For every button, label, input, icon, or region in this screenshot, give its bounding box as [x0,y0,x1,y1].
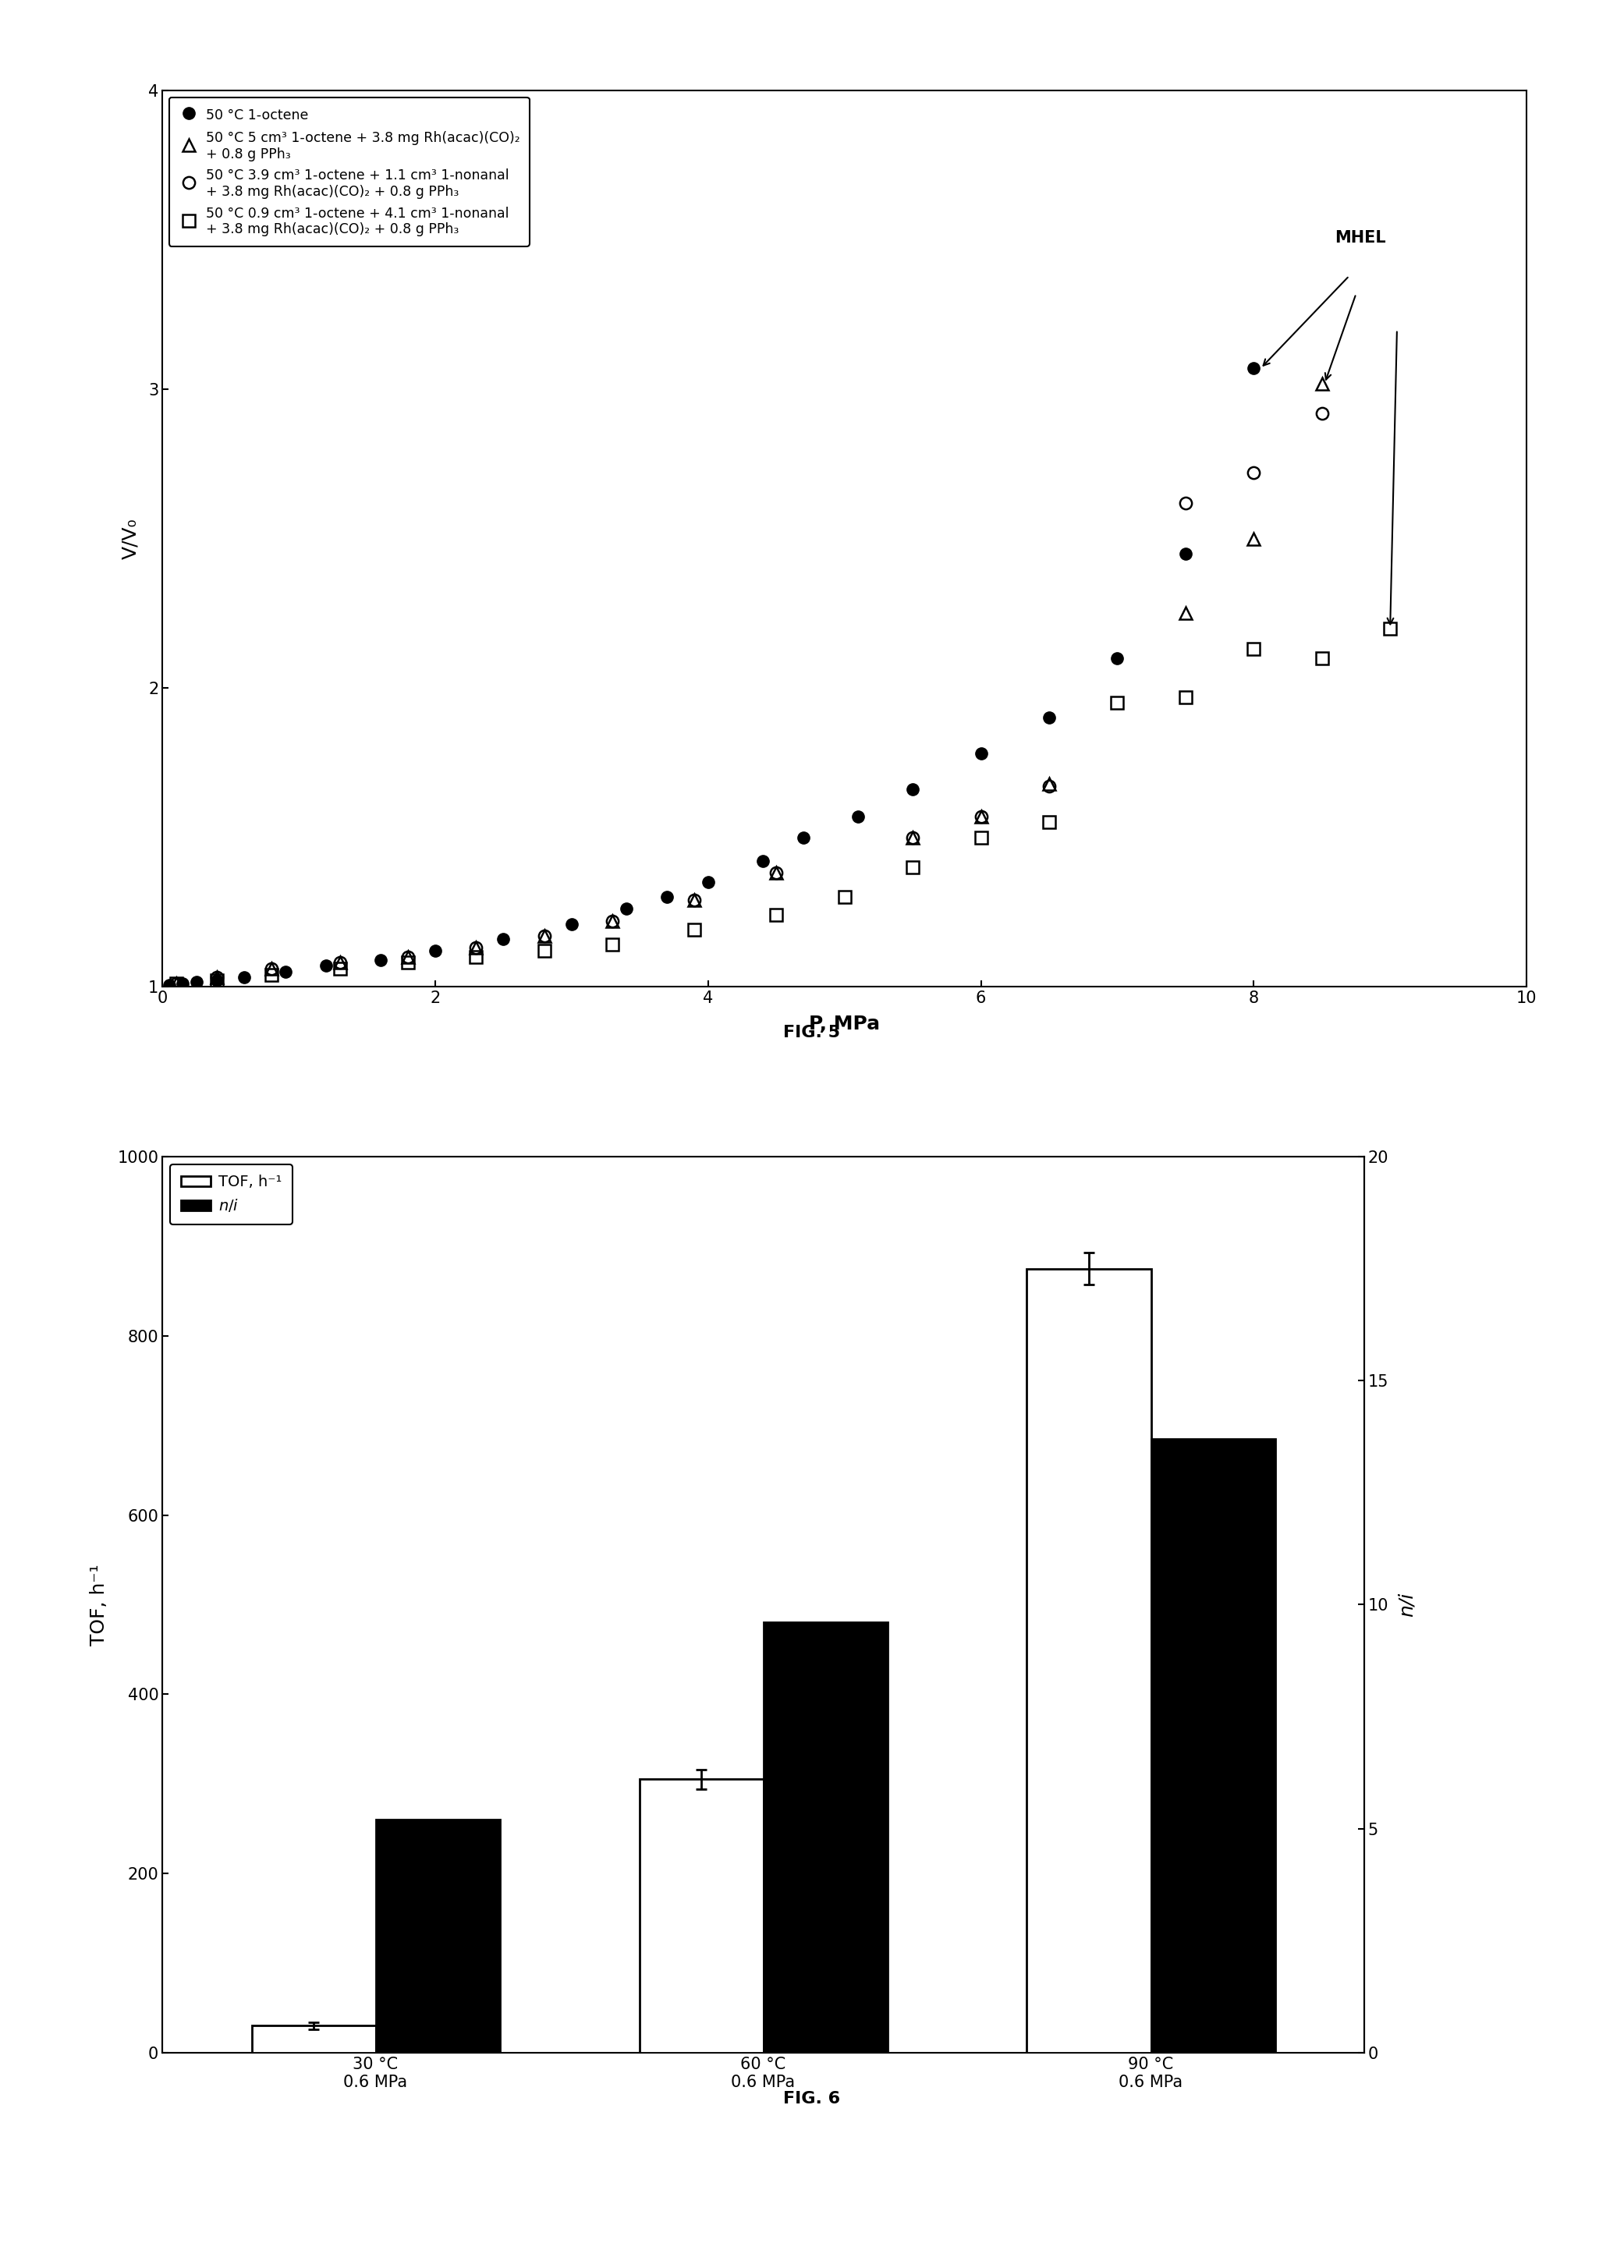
50 °C 5 cm³ 1-octene + 3.8 mg Rh(acac)(CO)₂
+ 0.8 g PPh₃ [166,971,185,998]
50 °C 1-octene [848,803,867,830]
50 °C 1-octene [794,823,814,850]
50 °C 3.9 cm³ 1-octene + 1.1 cm³ 1-nonanal
+ 3.8 mg Rh(acac)(CO)₂ + 0.8 g PPh₃ [166,971,185,998]
Bar [375,1819,500,2053]
50 °C 1-octene [317,953,336,980]
50 °C 5 cm³ 1-octene + 3.8 mg Rh(acac)(CO)₂
+ 0.8 g PPh₃ [1312,370,1332,397]
50 °C 1-octene [903,776,922,803]
50 °C 1-octene [1244,354,1263,381]
50 °C 5 cm³ 1-octene + 3.8 mg Rh(acac)(CO)₂
+ 0.8 g PPh₃ [398,943,417,971]
50 °C 3.9 cm³ 1-octene + 1.1 cm³ 1-nonanal
+ 3.8 mg Rh(acac)(CO)₂ + 0.8 g PPh₃ [466,934,486,962]
50 °C 1-octene [1039,703,1059,730]
50 °C 1-octene [754,848,773,875]
Legend: TOF, h⁻¹, $n/i$: TOF, h⁻¹, $n/i$ [171,1163,292,1225]
50 °C 5 cm³ 1-octene + 3.8 mg Rh(acac)(CO)₂
+ 0.8 g PPh₃ [1039,769,1059,796]
50 °C 0.9 cm³ 1-octene + 4.1 cm³ 1-nonanal
+ 3.8 mg Rh(acac)(CO)₂ + 0.8 g PPh₃ [330,955,349,982]
50 °C 3.9 cm³ 1-octene + 1.1 cm³ 1-nonanal
+ 3.8 mg Rh(acac)(CO)₂ + 0.8 g PPh₃ [971,803,991,830]
50 °C 1-octene [159,971,179,998]
50 °C 3.9 cm³ 1-octene + 1.1 cm³ 1-nonanal
+ 3.8 mg Rh(acac)(CO)₂ + 0.8 g PPh₃ [1039,773,1059,801]
50 °C 3.9 cm³ 1-octene + 1.1 cm³ 1-nonanal
+ 3.8 mg Rh(acac)(CO)₂ + 0.8 g PPh₃ [903,823,922,850]
50 °C 5 cm³ 1-octene + 3.8 mg Rh(acac)(CO)₂
+ 0.8 g PPh₃ [261,955,281,982]
Text: MHEL: MHEL [1335,231,1385,245]
50 °C 1-octene [425,937,445,964]
Bar [252,2025,375,2053]
50 °C 3.9 cm³ 1-octene + 1.1 cm³ 1-nonanal
+ 3.8 mg Rh(acac)(CO)₂ + 0.8 g PPh₃ [685,887,705,914]
Bar [640,1780,763,2053]
Line: 50 °C 3.9 cm³ 1-octene + 1.1 cm³ 1-nonanal
+ 3.8 mg Rh(acac)(CO)₂ + 0.8 g PPh₃: 50 °C 3.9 cm³ 1-octene + 1.1 cm³ 1-nonan… [171,408,1328,989]
50 °C 1-octene [562,909,581,937]
50 °C 0.9 cm³ 1-octene + 4.1 cm³ 1-nonanal
+ 3.8 mg Rh(acac)(CO)₂ + 0.8 g PPh₃ [1312,644,1332,671]
50 °C 1-octene [174,971,193,998]
50 °C 0.9 cm³ 1-octene + 4.1 cm³ 1-nonanal
+ 3.8 mg Rh(acac)(CO)₂ + 0.8 g PPh₃ [903,853,922,880]
50 °C 5 cm³ 1-octene + 3.8 mg Rh(acac)(CO)₂
+ 0.8 g PPh₃ [971,803,991,830]
50 °C 3.9 cm³ 1-octene + 1.1 cm³ 1-nonanal
+ 3.8 mg Rh(acac)(CO)₂ + 0.8 g PPh₃ [261,955,281,982]
Bar [763,1622,887,2053]
50 °C 1-octene [658,882,677,909]
50 °C 5 cm³ 1-octene + 3.8 mg Rh(acac)(CO)₂
+ 0.8 g PPh₃ [1176,599,1195,626]
50 °C 1-octene [276,957,296,984]
50 °C 1-octene [617,896,637,923]
50 °C 3.9 cm³ 1-octene + 1.1 cm³ 1-nonanal
+ 3.8 mg Rh(acac)(CO)₂ + 0.8 g PPh₃ [208,964,227,991]
50 °C 3.9 cm³ 1-octene + 1.1 cm³ 1-nonanal
+ 3.8 mg Rh(acac)(CO)₂ + 0.8 g PPh₃ [603,907,622,934]
50 °C 3.9 cm³ 1-octene + 1.1 cm³ 1-nonanal
+ 3.8 mg Rh(acac)(CO)₂ + 0.8 g PPh₃ [398,943,417,971]
50 °C 0.9 cm³ 1-octene + 4.1 cm³ 1-nonanal
+ 3.8 mg Rh(acac)(CO)₂ + 0.8 g PPh₃ [1176,683,1195,710]
50 °C 0.9 cm³ 1-octene + 4.1 cm³ 1-nonanal
+ 3.8 mg Rh(acac)(CO)₂ + 0.8 g PPh₃ [835,882,854,909]
50 °C 1-octene [1176,540,1195,567]
50 °C 1-octene [234,964,253,991]
50 °C 0.9 cm³ 1-octene + 4.1 cm³ 1-nonanal
+ 3.8 mg Rh(acac)(CO)₂ + 0.8 g PPh₃ [466,943,486,971]
50 °C 5 cm³ 1-octene + 3.8 mg Rh(acac)(CO)₂
+ 0.8 g PPh₃ [685,887,705,914]
50 °C 0.9 cm³ 1-octene + 4.1 cm³ 1-nonanal
+ 3.8 mg Rh(acac)(CO)₂ + 0.8 g PPh₃ [261,962,281,989]
Line: 50 °C 5 cm³ 1-octene + 3.8 mg Rh(acac)(CO)₂
+ 0.8 g PPh₃: 50 °C 5 cm³ 1-octene + 3.8 mg Rh(acac)(C… [171,376,1328,989]
50 °C 5 cm³ 1-octene + 3.8 mg Rh(acac)(CO)₂
+ 0.8 g PPh₃ [534,923,554,950]
50 °C 0.9 cm³ 1-octene + 4.1 cm³ 1-nonanal
+ 3.8 mg Rh(acac)(CO)₂ + 0.8 g PPh₃ [1039,810,1059,837]
Text: FIG. 6: FIG. 6 [783,2091,841,2107]
50 °C 0.9 cm³ 1-octene + 4.1 cm³ 1-nonanal
+ 3.8 mg Rh(acac)(CO)₂ + 0.8 g PPh₃ [534,937,554,964]
50 °C 0.9 cm³ 1-octene + 4.1 cm³ 1-nonanal
+ 3.8 mg Rh(acac)(CO)₂ + 0.8 g PPh₃ [208,966,227,993]
50 °C 1-octene [187,968,206,996]
50 °C 5 cm³ 1-octene + 3.8 mg Rh(acac)(CO)₂
+ 0.8 g PPh₃ [903,823,922,850]
50 °C 0.9 cm³ 1-octene + 4.1 cm³ 1-nonanal
+ 3.8 mg Rh(acac)(CO)₂ + 0.8 g PPh₃ [1108,689,1127,717]
50 °C 1-octene [208,966,227,993]
50 °C 1-octene [1108,644,1127,671]
50 °C 1-octene [698,869,718,896]
Y-axis label: V/V₀: V/V₀ [120,517,140,560]
Line: 50 °C 1-octene: 50 °C 1-octene [164,363,1260,991]
Bar [1026,1268,1151,2053]
Text: FIG. 5: FIG. 5 [783,1025,841,1041]
Bar [1151,1438,1275,2053]
Line: 50 °C 0.9 cm³ 1-octene + 4.1 cm³ 1-nonanal
+ 3.8 mg Rh(acac)(CO)₂ + 0.8 g PPh₃: 50 °C 0.9 cm³ 1-octene + 4.1 cm³ 1-nonan… [171,621,1397,989]
50 °C 0.9 cm³ 1-octene + 4.1 cm³ 1-nonanal
+ 3.8 mg Rh(acac)(CO)₂ + 0.8 g PPh₃ [1380,615,1400,642]
Legend: 50 °C 1-octene, 50 °C 5 cm³ 1-octene + 3.8 mg Rh(acac)(CO)₂
+ 0.8 g PPh₃, 50 °C : 50 °C 1-octene, 50 °C 5 cm³ 1-octene + 3… [169,98,529,247]
50 °C 0.9 cm³ 1-octene + 4.1 cm³ 1-nonanal
+ 3.8 mg Rh(acac)(CO)₂ + 0.8 g PPh₃ [767,900,786,928]
50 °C 3.9 cm³ 1-octene + 1.1 cm³ 1-nonanal
+ 3.8 mg Rh(acac)(CO)₂ + 0.8 g PPh₃ [330,948,349,975]
Y-axis label: n/i: n/i [1397,1592,1416,1617]
50 °C 3.9 cm³ 1-octene + 1.1 cm³ 1-nonanal
+ 3.8 mg Rh(acac)(CO)₂ + 0.8 g PPh₃ [1176,490,1195,517]
50 °C 1-octene [494,925,513,953]
50 °C 5 cm³ 1-octene + 3.8 mg Rh(acac)(CO)₂
+ 0.8 g PPh₃ [208,964,227,991]
50 °C 3.9 cm³ 1-octene + 1.1 cm³ 1-nonanal
+ 3.8 mg Rh(acac)(CO)₂ + 0.8 g PPh₃ [534,923,554,950]
50 °C 1-octene [370,946,390,973]
50 °C 0.9 cm³ 1-octene + 4.1 cm³ 1-nonanal
+ 3.8 mg Rh(acac)(CO)₂ + 0.8 g PPh₃ [971,823,991,850]
50 °C 5 cm³ 1-octene + 3.8 mg Rh(acac)(CO)₂
+ 0.8 g PPh₃ [767,860,786,887]
50 °C 5 cm³ 1-octene + 3.8 mg Rh(acac)(CO)₂
+ 0.8 g PPh₃ [1244,526,1263,553]
50 °C 0.9 cm³ 1-octene + 4.1 cm³ 1-nonanal
+ 3.8 mg Rh(acac)(CO)₂ + 0.8 g PPh₃ [685,916,705,943]
50 °C 5 cm³ 1-octene + 3.8 mg Rh(acac)(CO)₂
+ 0.8 g PPh₃ [603,907,622,934]
50 °C 1-octene [971,739,991,767]
50 °C 5 cm³ 1-octene + 3.8 mg Rh(acac)(CO)₂
+ 0.8 g PPh₃ [330,948,349,975]
50 °C 3.9 cm³ 1-octene + 1.1 cm³ 1-nonanal
+ 3.8 mg Rh(acac)(CO)₂ + 0.8 g PPh₃ [1244,460,1263,488]
50 °C 0.9 cm³ 1-octene + 4.1 cm³ 1-nonanal
+ 3.8 mg Rh(acac)(CO)₂ + 0.8 g PPh₃ [398,948,417,975]
50 °C 0.9 cm³ 1-octene + 4.1 cm³ 1-nonanal
+ 3.8 mg Rh(acac)(CO)₂ + 0.8 g PPh₃ [166,971,185,998]
50 °C 0.9 cm³ 1-octene + 4.1 cm³ 1-nonanal
+ 3.8 mg Rh(acac)(CO)₂ + 0.8 g PPh₃ [1244,635,1263,662]
50 °C 3.9 cm³ 1-octene + 1.1 cm³ 1-nonanal
+ 3.8 mg Rh(acac)(CO)₂ + 0.8 g PPh₃ [767,860,786,887]
50 °C 3.9 cm³ 1-octene + 1.1 cm³ 1-nonanal
+ 3.8 mg Rh(acac)(CO)₂ + 0.8 g PPh₃ [1312,399,1332,426]
50 °C 0.9 cm³ 1-octene + 4.1 cm³ 1-nonanal
+ 3.8 mg Rh(acac)(CO)₂ + 0.8 g PPh₃ [603,932,622,959]
Y-axis label: TOF, h⁻¹: TOF, h⁻¹ [89,1565,109,1644]
50 °C 5 cm³ 1-octene + 3.8 mg Rh(acac)(CO)₂
+ 0.8 g PPh₃ [466,934,486,962]
X-axis label: P, MPa: P, MPa [809,1014,880,1034]
